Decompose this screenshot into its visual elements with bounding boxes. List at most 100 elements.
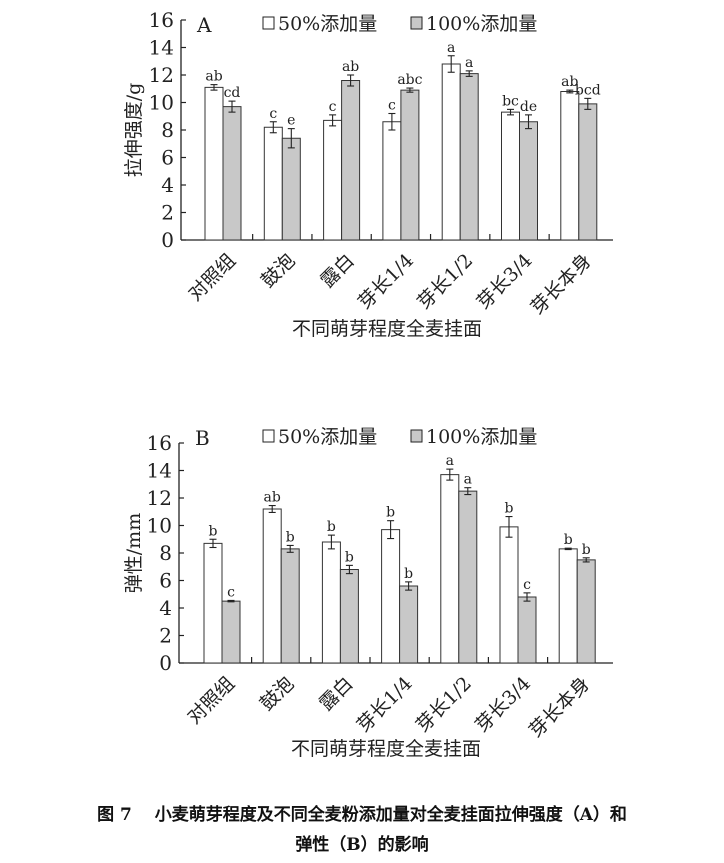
chart-a-legend-swatch	[410, 16, 423, 30]
chart-b-bar	[440, 474, 460, 664]
chart-b-bar	[499, 526, 519, 664]
caption-line-2: 弹性（B）的影响	[295, 835, 429, 855]
chart-b-category-label: 芽长1/4	[353, 673, 417, 737]
chart-b-significance-label: a	[446, 453, 454, 469]
chart-a-bar	[341, 80, 361, 241]
chart-b-significance-label: ab	[264, 490, 281, 506]
chart-a-category-label: 芽长本身	[527, 250, 596, 319]
chart-a-y-tick-label: 10	[149, 91, 174, 115]
chart-a-significance-label: c	[329, 99, 337, 115]
chart-b-bar	[399, 585, 419, 664]
chart-b-legend-label: 50%添加量	[278, 426, 377, 448]
chart-b-significance-label: b	[345, 549, 354, 565]
chart-a-significance-label: ab	[342, 59, 359, 75]
chart-a-significance-label: bc	[502, 93, 519, 109]
chart-b-y-tick-label: 2	[159, 624, 172, 648]
chart-a-category-label: 芽长1/4	[354, 250, 418, 314]
chart-b-bar	[221, 600, 241, 664]
chart-a-x-axis-title: 不同萌芽程度全麦挂面	[292, 318, 482, 340]
chart-a-significance-label: abc	[397, 72, 422, 88]
figure-caption: 图 7 小麦萌芽程度及不同全麦粉添加量对全麦挂面拉伸强度（A）和 弹性（B）的影…	[0, 800, 724, 860]
chart-a-significance-label: de	[520, 99, 537, 115]
chart-b-significance-label: b	[564, 532, 573, 548]
chart-a-y-tick-label: 2	[161, 201, 174, 225]
chart-b-category-label: 芽长1/2	[412, 673, 476, 737]
chart-a-bar	[204, 86, 224, 241]
chart-b-panel-label: B	[195, 426, 210, 450]
chart-b-bar	[517, 596, 537, 664]
chart-b-bar	[321, 541, 341, 664]
chart-a-bar	[222, 106, 242, 241]
chart-a-y-tick-label: 8	[161, 118, 174, 142]
chart-a-bar	[281, 137, 301, 241]
caption-line-1: 图 7 小麦萌芽程度及不同全麦粉添加量对全麦挂面拉伸强度（A）和	[97, 805, 627, 825]
chart-b-bar	[558, 548, 578, 664]
chart-a-bar	[441, 63, 461, 241]
chart-a-category-label: 对照组	[184, 250, 240, 306]
chart-b-significance-label: b	[582, 542, 591, 558]
chart-a-legend-swatch	[262, 16, 275, 30]
chart-b-legend-swatch	[410, 429, 423, 443]
chart-a-y-tick-label: 4	[161, 173, 174, 197]
chart-a-legend-label: 50%添加量	[278, 13, 377, 35]
chart-a-legend-label: 100%添加量	[426, 13, 537, 35]
chart-a-panel-label: A	[196, 13, 212, 37]
chart-b-significance-label: c	[523, 577, 531, 593]
chart-a-significance-label: a	[465, 55, 473, 71]
chart-a-y-tick-label: 16	[149, 8, 174, 32]
chart-b-y-tick-label: 6	[159, 569, 172, 593]
chart-b-bar	[576, 559, 596, 664]
chart-b-significance-label: b	[286, 529, 295, 545]
chart-b-y-tick-label: 14	[147, 459, 172, 483]
chart-b-significance-label: b	[505, 501, 514, 517]
chart-b-bar	[381, 529, 401, 664]
chart-b-significance-label: b	[404, 566, 413, 582]
chart-a-y-axis-title: 拉伸强度/g	[123, 83, 145, 178]
chart-b-bar	[262, 508, 282, 664]
chart-b-y-tick-label: 12	[147, 486, 172, 510]
chart-a-significance-label: bcd	[575, 82, 601, 98]
chart-a-bar	[323, 119, 343, 241]
chart-a-category-label: 露白	[316, 250, 358, 292]
chart-b-y-tick-label: 4	[159, 596, 172, 620]
chart-a-significance-label: cd	[224, 85, 241, 101]
chart-a-significance-label: e	[287, 113, 295, 129]
chart-b-bar	[280, 548, 300, 664]
chart-a-category-label: 芽长1/2	[413, 250, 477, 314]
chart-a-significance-label: c	[388, 98, 396, 114]
chart-b-y-tick-label: 10	[147, 514, 172, 538]
chart-b-significance-label: a	[464, 472, 472, 488]
chart-b-significance-label: c	[227, 584, 235, 600]
chart-b-legend-label: 100%添加量	[426, 426, 537, 448]
chart-b-category-label: 对照组	[183, 673, 239, 729]
chart-b-significance-label: b	[327, 519, 336, 535]
chart-b-significance-label: b	[386, 505, 395, 521]
chart-a-bar	[501, 111, 520, 241]
chart-a-category-label: 鼓泡	[257, 250, 299, 292]
chart-b-significance-label: b	[209, 523, 218, 539]
chart-a-y-tick-label: 12	[149, 63, 174, 87]
chart-b-category-label: 芽长本身	[525, 673, 594, 742]
chart-a-bar	[400, 89, 420, 241]
chart-b-category-label: 露白	[315, 673, 357, 715]
chart-a-bar	[459, 73, 479, 241]
chart-a-y-tick-label: 14	[149, 36, 174, 60]
chart-a-significance-label: a	[447, 40, 455, 56]
chart-b-y-axis-title: 弹性/mm	[123, 513, 145, 593]
chart-b-bar	[339, 569, 359, 664]
chart-a-bar	[263, 126, 283, 241]
chart-b-bar	[203, 542, 223, 664]
chart-a-bar	[382, 121, 402, 241]
chart-b-category-label: 鼓泡	[256, 673, 298, 715]
chart-b-y-tick-label: 0	[159, 651, 172, 675]
chart-b-bar	[458, 490, 478, 664]
chart-a-bar	[519, 121, 538, 241]
chart-a-bar	[578, 103, 598, 241]
chart-b-x-axis-title: 不同萌芽程度全麦挂面	[291, 738, 481, 760]
chart-a-significance-label: c	[269, 106, 277, 122]
chart-a-significance-label: ab	[561, 74, 578, 90]
chart-a-significance-label: ab	[205, 69, 222, 85]
chart-a-y-tick-label: 0	[161, 228, 174, 252]
chart-a-bar	[560, 91, 580, 241]
